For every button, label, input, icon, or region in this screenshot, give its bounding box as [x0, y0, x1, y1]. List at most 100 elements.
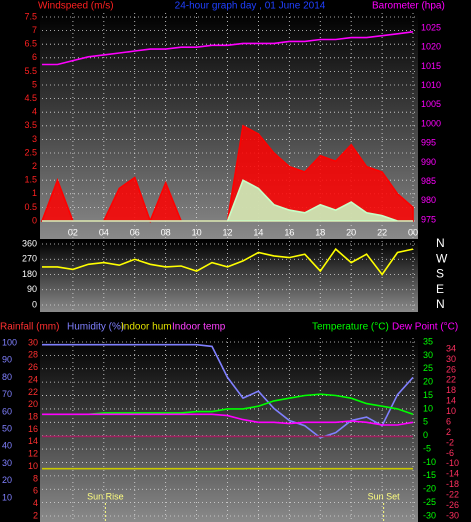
plot	[42, 241, 416, 312]
y-tick-label: 1020	[421, 42, 441, 52]
y-tick-label: -22	[446, 490, 459, 500]
y-tick-label: 28	[28, 350, 38, 360]
y-tick-label: 1005	[421, 99, 441, 109]
axis-title: Windspeed (m/s)	[38, 1, 114, 12]
y-tick-label: 14	[28, 436, 38, 446]
line	[42, 31, 414, 66]
y-tick-label: 980	[421, 195, 436, 205]
y-tick-label: 25	[423, 363, 433, 373]
y-tick-label: 1015	[421, 61, 441, 71]
y-tick-label: 985	[421, 176, 436, 186]
y-tick-label: N	[436, 236, 445, 250]
y-tick-label: 270	[22, 254, 37, 264]
y-tick-label: 16	[28, 424, 38, 434]
y-tick-label: 5	[32, 79, 37, 89]
line	[42, 413, 414, 426]
y-tick-label: 60	[2, 406, 12, 416]
y-tick-label: W	[436, 251, 448, 265]
y-tick-label: 35	[423, 336, 433, 346]
y-tick-label: 30	[446, 354, 456, 364]
y-tick-label: 34	[446, 343, 456, 353]
y-tick-label: -2	[446, 437, 454, 447]
y-tick-label: 1010	[421, 80, 441, 90]
axis-title: Barometer (hpa)	[372, 1, 445, 12]
y-tick-label: 22	[446, 375, 456, 385]
y-tick-label: 4	[32, 107, 37, 117]
y-tick-label: 26	[28, 362, 38, 372]
y-tick-label: 10	[28, 461, 38, 471]
y-tick-label: 1025	[421, 22, 441, 32]
y-tick-label: 70	[2, 389, 12, 399]
y-tick-label: 22	[28, 387, 38, 397]
y-tick-label: 20	[28, 399, 38, 409]
y-tick-label: 90	[2, 355, 12, 365]
y-tick-label: S	[436, 267, 444, 281]
y-tick-label: 0	[32, 215, 37, 225]
y-tick-label: 6	[32, 52, 37, 62]
y-tick-label: -6	[446, 448, 454, 458]
y-tick-label: 2	[32, 161, 37, 171]
chart-title: 24-hour graph day , 01 June 2014	[175, 1, 326, 12]
y-tick-label: 50	[2, 423, 12, 433]
y-tick-label: 100	[2, 337, 17, 347]
y-tick-label: 0.5	[24, 202, 37, 212]
y-tick-label: -14	[446, 469, 459, 479]
y-tick-label: 90	[27, 284, 37, 294]
x-tick-label: 06	[130, 227, 140, 237]
y-tick-label: -30	[446, 510, 459, 520]
annotation: Sun Rise	[87, 491, 124, 501]
y-tick-label: 2	[446, 427, 451, 437]
y-tick-label: -18	[446, 479, 459, 489]
annotation: Sun Set	[368, 491, 401, 501]
plot	[40, 13, 416, 239]
y-tick-label: N	[436, 297, 445, 311]
y-tick-label: 4.5	[24, 93, 37, 103]
y-tick-label: -26	[446, 500, 459, 510]
y-tick-label: 20	[2, 475, 12, 485]
y-tick-label: 26	[446, 364, 456, 374]
y-tick-label: 14	[446, 396, 456, 406]
y-tick-label: 30	[28, 337, 38, 347]
y-tick-label: -25	[423, 497, 436, 507]
axis-title: Rainfall (mm)	[0, 322, 59, 333]
y-tick-label: E	[436, 282, 444, 296]
y-tick-label: 2	[33, 510, 38, 520]
x-tick-label: 08	[161, 227, 171, 237]
line	[42, 393, 414, 416]
plot	[42, 338, 416, 522]
y-tick-label: 1	[32, 188, 37, 198]
area	[42, 179, 413, 222]
y-tick-label: 2.5	[24, 147, 37, 157]
y-tick-label: 12	[28, 449, 38, 459]
y-tick-label: -5	[423, 443, 431, 453]
legend-entry: Indoor hum	[121, 322, 172, 333]
y-tick-label: 30	[423, 350, 433, 360]
y-tick-label: 0	[32, 299, 37, 309]
y-tick-label: 6	[446, 416, 451, 426]
x-tick-label: 10	[192, 227, 202, 237]
x-tick-label: 20	[346, 227, 356, 237]
y-tick-label: 40	[2, 441, 12, 451]
x-tick-label: 02	[68, 227, 78, 237]
axis-title: Temperature (°C)	[312, 322, 389, 333]
y-tick-label: 1.5	[24, 175, 37, 185]
y-tick-label: -30	[423, 510, 436, 520]
y-tick-label: 5	[423, 417, 428, 427]
y-tick-label: -15	[423, 470, 436, 480]
y-tick-label: 80	[2, 372, 12, 382]
y-tick-label: 30	[2, 458, 12, 468]
y-tick-label: 6.5	[24, 39, 37, 49]
y-tick-label: 18	[28, 412, 38, 422]
y-tick-label: 360	[22, 238, 37, 248]
line	[42, 247, 414, 276]
y-tick-label: 995	[421, 138, 436, 148]
y-tick-label: 3.5	[24, 120, 37, 130]
y-tick-label: 1000	[421, 118, 441, 128]
legend-entry: Dew Point (°C)	[392, 322, 458, 333]
x-tick-label: 16	[284, 227, 294, 237]
y-tick-label: 10	[446, 406, 456, 416]
y-tick-label: 7.5	[24, 11, 37, 21]
x-tick-label: 04	[99, 227, 109, 237]
y-tick-label: 5.5	[24, 66, 37, 76]
